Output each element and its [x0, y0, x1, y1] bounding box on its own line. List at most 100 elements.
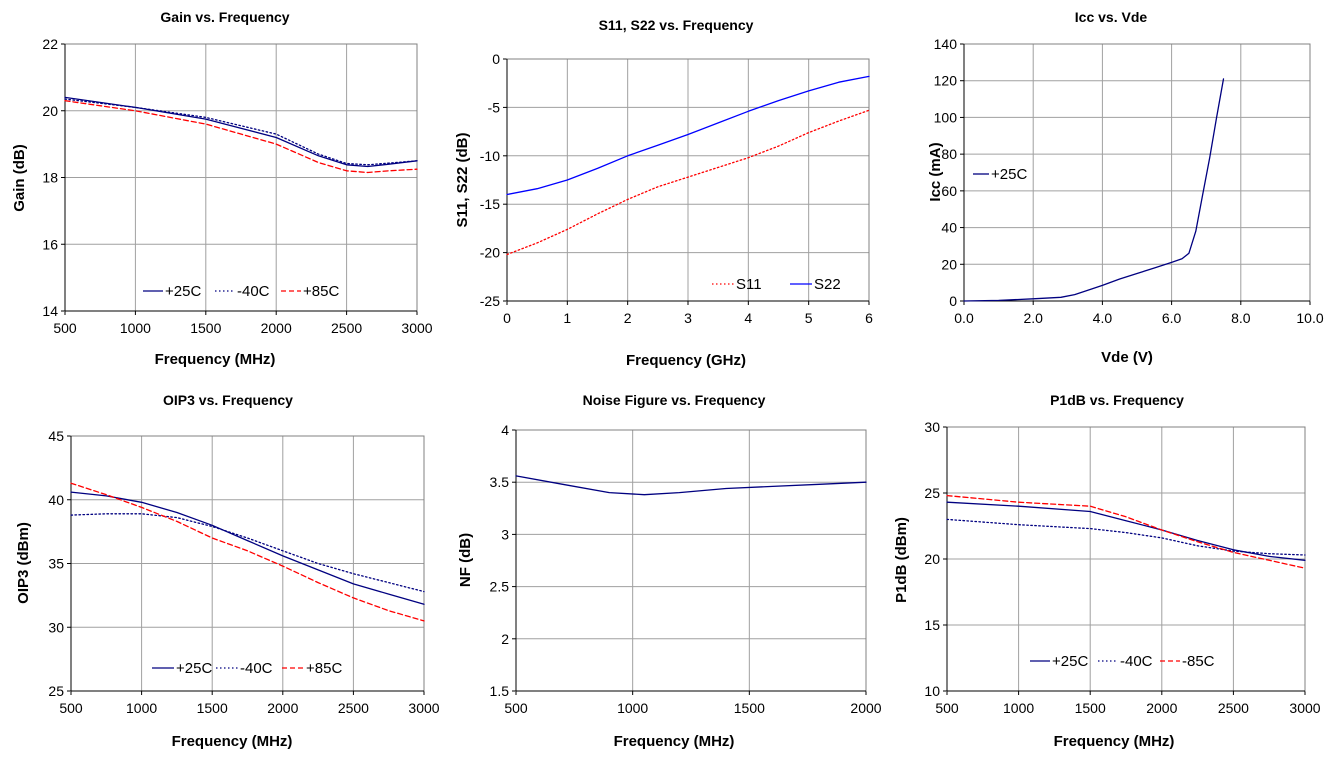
nf-y-tick-label: 3: [501, 526, 509, 542]
icc-x-tick-label: 6.0: [1162, 310, 1182, 326]
p1db-series-85c-line: [946, 494, 1306, 569]
icc-series-25c-line: [963, 78, 1225, 302]
s11s22-series-s22-line: [506, 75, 870, 196]
p1db-x-axis-label: Frequency (MHz): [1054, 733, 1175, 750]
s11s22-y-tick-label: -25: [480, 293, 500, 309]
nf-chart: 500 1000 1500 2000 1.5 2 2.5 3 3.5 4 Noise Figure …: [457, 392, 882, 750]
nf-title: Noise Figure vs. Frequency: [583, 392, 766, 408]
oip3-y-tick-label: 25: [48, 683, 64, 699]
s11s22-y-tick-label: 0: [492, 51, 500, 67]
icc-plot-area: [964, 44, 1310, 301]
icc-title: Icc vs. Vde: [1075, 9, 1148, 25]
s11s22-x-tick-label: 5: [805, 310, 813, 326]
icc-y-tick-label: 140: [934, 36, 958, 52]
s11s22-x-tick-label: 1: [563, 310, 571, 326]
s11s22-y-axis-label: S11, S22 (dB): [454, 132, 471, 227]
s11s22-y-tick-label: -15: [480, 196, 500, 212]
oip3-x-tick-label: 3000: [408, 700, 439, 716]
gain-x-tick-label: 2500: [331, 320, 362, 336]
p1db-chart: 500 1000 1500 2000 2500 3000 10 15 20 25 30 P1dB vs…: [893, 392, 1321, 750]
oip3-y-tick-label: 40: [48, 492, 64, 508]
p1db-y-tick-label: 15: [924, 617, 940, 633]
oip3-y-tick-label: 45: [48, 428, 64, 444]
s11s22-chart: 0 1 2 3 4 5 6 -25 -20 -15 -10 -5 0 S11, S22 vs. Frequ…: [454, 17, 873, 369]
icc-x-axis-label: Vde (V): [1101, 349, 1153, 366]
gain-y-tick-label: 18: [42, 170, 58, 186]
gain-x-tick-label: 3000: [401, 320, 432, 336]
icc-legend: +25C: [973, 166, 1027, 183]
nf-x-tick-label: 1500: [734, 700, 765, 716]
icc-x-tick-label: 10.0: [1296, 310, 1323, 326]
icc-x-tick-label: 0.0: [954, 310, 974, 326]
s11s22-title: S11, S22 vs. Frequency: [599, 17, 754, 33]
s11s22-legend-label: S22: [814, 276, 841, 293]
oip3-x-tick-label: 2500: [338, 700, 369, 716]
gain-legend-label: +25C: [165, 283, 201, 300]
nf-plot-area: [516, 430, 866, 691]
p1db-x-tick-label: 2000: [1146, 700, 1177, 716]
icc-y-tick-label: 20: [941, 256, 957, 272]
oip3-series-25c-line: [70, 491, 425, 605]
s11s22-y-tick-label: -20: [480, 245, 500, 261]
icc-y-tick-label: 100: [934, 109, 958, 125]
s11s22-x-tick-label: 6: [865, 310, 873, 326]
nf-y-tick-label: 3.5: [490, 474, 510, 490]
nf-y-tick-label: 2: [501, 631, 509, 647]
p1db-title: P1dB vs. Frequency: [1050, 392, 1184, 408]
s11s22-y-tick-label: -5: [488, 99, 501, 115]
p1db-y-axis-label: P1dB (dBm): [893, 517, 910, 603]
p1db-x-tick-label: 1000: [1003, 700, 1034, 716]
oip3-title: OIP3 vs. Frequency: [163, 392, 293, 408]
gain-x-tick-label: 1500: [190, 320, 221, 336]
icc-y-axis-label: Icc (mA): [927, 142, 944, 201]
p1db-x-tick-label: 1500: [1075, 700, 1106, 716]
s11s22-legend: S11 S22: [712, 276, 841, 293]
p1db-legend-label: +25C: [1052, 653, 1088, 670]
oip3-legend: +25C -40C +85C: [152, 660, 342, 677]
gain-chart: 500 1000 1500 2000 2500 3000 14 16 18 20 22 Gain vs…: [11, 9, 433, 368]
oip3-x-axis-label: Frequency (MHz): [172, 733, 293, 750]
nf-y-tick-label: 4: [501, 422, 509, 438]
gain-legend: +25C -40C +85C: [143, 283, 339, 300]
p1db-series-40c-line: [946, 518, 1306, 556]
gain-y-tick-label: 16: [42, 236, 58, 252]
oip3-y-tick-label: 30: [48, 619, 64, 635]
s11s22-x-axis-label: Frequency (GHz): [626, 352, 746, 369]
icc-x-tick-label: 2.0: [1023, 310, 1043, 326]
p1db-y-tick-label: 25: [924, 485, 940, 501]
gain-legend-label: +85C: [303, 283, 339, 300]
icc-y-tick-label: 60: [941, 183, 957, 199]
gain-y-tick-label: 22: [42, 36, 58, 52]
p1db-y-tick-label: 30: [924, 419, 940, 435]
nf-y-tick-label: 1.5: [490, 683, 510, 699]
nf-x-tick-label: 500: [504, 700, 528, 716]
gain-x-tick-label: 1000: [120, 320, 151, 336]
p1db-x-tick-label: 2500: [1218, 700, 1249, 716]
s11s22-x-tick-label: 0: [503, 310, 511, 326]
s11s22-series-s11-line: [506, 109, 870, 256]
s11s22-x-tick-label: 4: [744, 310, 752, 326]
oip3-y-tick-label: 35: [48, 556, 64, 572]
nf-x-tick-label: 2000: [850, 700, 881, 716]
icc-x-tick-label: 8.0: [1231, 310, 1251, 326]
oip3-x-tick-label: 1500: [197, 700, 228, 716]
icc-legend-label: +25C: [991, 166, 1027, 183]
nf-y-axis-label: NF (dB): [457, 533, 474, 587]
s11s22-x-tick-label: 2: [624, 310, 632, 326]
oip3-legend-label: +85C: [306, 660, 342, 677]
icc-y-tick-label: 0: [949, 293, 957, 309]
icc-chart: 0.0 2.0 4.0 6.0 8.0 10.0 0 20 40 60 80 100 120 140 Icc…: [927, 9, 1324, 366]
oip3-legend-label: -40C: [240, 660, 273, 677]
oip3-x-tick-label: 1000: [126, 700, 157, 716]
oip3-y-axis-label: OIP3 (dBm): [15, 522, 32, 604]
nf-x-axis-label: Frequency (MHz): [614, 733, 735, 750]
s11s22-legend-label: S11: [736, 276, 762, 293]
gain-y-axis-label: Gain (dB): [11, 144, 28, 212]
p1db-legend-label: -40C: [1120, 653, 1153, 670]
oip3-x-tick-label: 2000: [267, 700, 298, 716]
s11s22-x-tick-label: 3: [684, 310, 692, 326]
oip3-series-85c-line: [70, 482, 425, 622]
oip3-chart: 500 1000 1500 2000 2500 3000 25 30 35 40 45 OIP3 vs…: [15, 392, 440, 750]
icc-y-tick-label: 40: [941, 220, 957, 236]
